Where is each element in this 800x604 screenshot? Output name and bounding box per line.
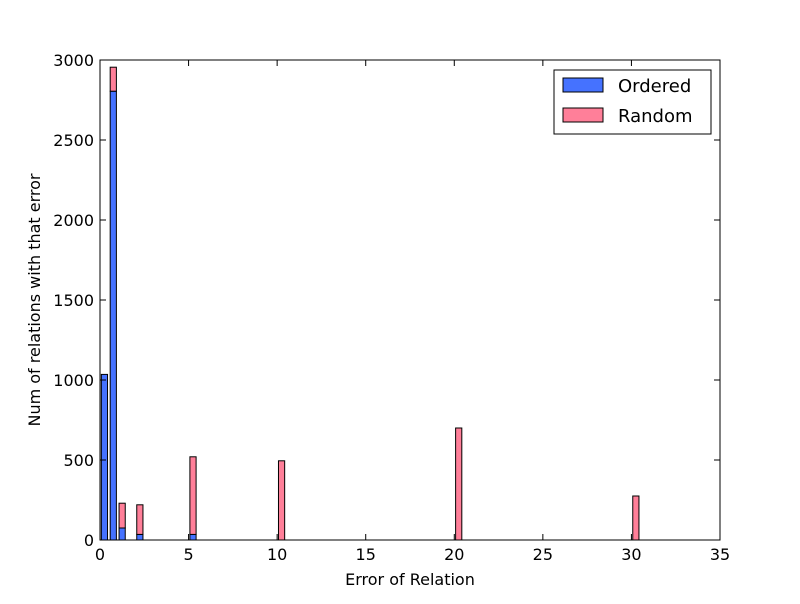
y-axis-label: Num of relations with that error bbox=[25, 173, 44, 426]
x-tick-label: 35 bbox=[710, 545, 730, 564]
bar-random-2 bbox=[118, 502, 126, 529]
x-tick-label: 30 bbox=[621, 545, 641, 564]
y-tick-label: 3000 bbox=[53, 51, 94, 70]
bar-random-1 bbox=[109, 66, 117, 92]
bar-ordered-1 bbox=[109, 90, 117, 541]
bar-ordered-2 bbox=[118, 527, 126, 541]
legend: Ordered Random bbox=[553, 69, 712, 135]
y-tick-label: 0 bbox=[84, 531, 94, 550]
bar-random-7 bbox=[632, 495, 640, 541]
x-axis-label: Error of Relation bbox=[345, 570, 475, 589]
bar-ordered-3 bbox=[136, 533, 144, 541]
bar-random-5 bbox=[277, 460, 286, 541]
x-tick-label: 20 bbox=[444, 545, 464, 564]
y-tick-label: 1500 bbox=[53, 291, 94, 310]
bar-ordered-0 bbox=[100, 373, 109, 541]
x-tick-label: 5 bbox=[183, 545, 193, 564]
y-tick-label: 500 bbox=[63, 451, 94, 470]
legend-label-ordered: Ordered bbox=[618, 76, 691, 97]
bar-ordered-4 bbox=[189, 533, 197, 541]
legend-label-random: Random bbox=[618, 106, 693, 127]
bar-random-6 bbox=[455, 427, 463, 541]
legend-swatch-random bbox=[562, 107, 604, 123]
bar-random-4 bbox=[189, 456, 197, 535]
x-tick-label: 25 bbox=[533, 545, 553, 564]
y-tick-label: 1000 bbox=[53, 371, 94, 390]
legend-swatch-ordered bbox=[562, 77, 604, 93]
x-tick-label: 10 bbox=[267, 545, 287, 564]
x-tick-label: 15 bbox=[356, 545, 376, 564]
ticks-layer: 0 5 10 15 20 25 30 35 0 500 1000 1500 2000 2500 3000 bbox=[53, 51, 730, 564]
y-tick-label: 2000 bbox=[53, 211, 94, 230]
x-tick-label: 0 bbox=[95, 545, 105, 564]
y-tick-label: 2500 bbox=[53, 131, 94, 150]
bar-random-3 bbox=[136, 504, 144, 535]
